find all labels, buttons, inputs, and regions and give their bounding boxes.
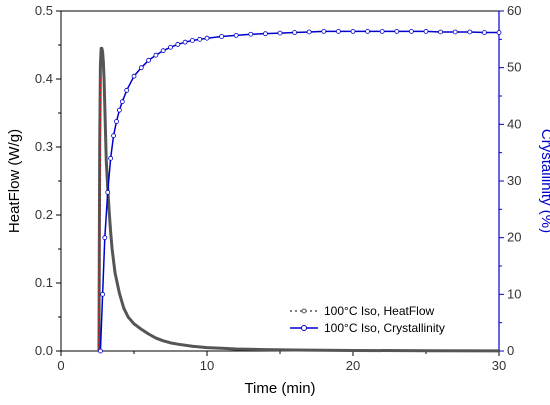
x-tick-label: 30 <box>492 358 506 373</box>
y2-tick-label: 50 <box>507 60 521 75</box>
onset-marker-line <box>98 78 101 352</box>
data-point-crystallinity <box>131 73 137 79</box>
x-tick-label: 0 <box>57 358 64 373</box>
y2-tick-label: 20 <box>507 230 521 245</box>
data-point-crystallinity <box>98 348 103 354</box>
y-tick-label: 0.3 <box>35 139 53 154</box>
data-point-crystallinity <box>452 29 458 35</box>
y-tick-label: 0.5 <box>35 3 53 18</box>
data-point-crystallinity <box>189 38 195 43</box>
data-point-crystallinity <box>124 87 130 93</box>
data-point-crystallinity <box>394 28 400 34</box>
data-point-crystallinity <box>146 57 152 63</box>
y2-tick-label: 30 <box>507 173 521 188</box>
x-tick-label: 20 <box>346 358 360 373</box>
y-axis-title-left: HeatFlow (W/g) <box>6 129 23 233</box>
series-layer <box>97 28 502 354</box>
data-point-crystallinity <box>219 34 225 39</box>
data-point-crystallinity <box>306 29 312 35</box>
data-point-crystallinity <box>111 133 116 139</box>
y-axis-title-right: Crystallinity (%) <box>538 129 550 233</box>
data-point-crystallinity <box>438 29 444 35</box>
data-point-crystallinity <box>204 35 210 41</box>
y-tick-label: 0.0 <box>35 343 53 358</box>
y-tick-label: 0.2 <box>35 207 53 222</box>
data-point-crystallinity <box>182 39 188 45</box>
y-tick-label: 0.1 <box>35 275 53 290</box>
legend-entry-crystallinity: 100°C Iso, Crystallinity <box>290 321 445 335</box>
data-point-crystallinity <box>292 30 298 35</box>
data-point-crystallinity <box>175 42 181 47</box>
y2-tick-label: 0 <box>507 343 514 358</box>
data-point-crystallinity <box>496 30 502 35</box>
y-ticks-right: 0 10 20 30 40 50 60 <box>499 3 521 358</box>
y-tick-label: 0.4 <box>35 71 53 86</box>
data-point-crystallinity <box>248 31 254 37</box>
legend-label-crystallinity: 100°C Iso, Crystallinity <box>324 321 445 335</box>
data-point-crystallinity <box>481 30 487 35</box>
data-point-crystallinity <box>153 52 159 58</box>
data-point-crystallinity <box>100 291 106 297</box>
data-point-crystallinity <box>335 28 341 34</box>
legend-entry-heatflow: 100°C Iso, HeatFlow <box>290 304 435 318</box>
data-point-crystallinity <box>114 119 119 124</box>
data-point-crystallinity <box>197 36 203 42</box>
series-line-heatflow <box>97 46 500 353</box>
y-ticks-left: 0.0 0.1 0.2 0.3 0.4 0.5 <box>35 3 61 358</box>
legend-marker-crystallinity <box>301 325 307 331</box>
data-point-crystallinity <box>117 107 122 113</box>
data-point-crystallinity <box>379 28 385 34</box>
y2-tick-label: 10 <box>507 286 521 301</box>
data-point-crystallinity <box>102 235 108 241</box>
data-point-crystallinity <box>105 189 111 195</box>
data-point-crystallinity <box>350 28 356 34</box>
data-point-crystallinity <box>108 155 114 161</box>
y2-tick-label: 40 <box>507 116 521 131</box>
data-point-crystallinity <box>423 28 429 34</box>
data-point-crystallinity <box>408 28 414 34</box>
x-axis-title: Time (min) <box>244 380 315 397</box>
x-ticks: 0 10 20 30 <box>57 351 506 373</box>
data-point-crystallinity <box>119 99 125 105</box>
data-point-crystallinity <box>168 44 173 50</box>
data-point-crystallinity <box>138 65 144 71</box>
data-point-crystallinity <box>467 29 473 35</box>
legend-marker-heatflow <box>301 308 307 314</box>
data-point-crystallinity <box>233 32 239 38</box>
data-point-crystallinity <box>160 48 166 54</box>
data-point-crystallinity <box>277 30 283 36</box>
data-point-crystallinity <box>321 28 327 34</box>
data-point-crystallinity <box>365 28 371 34</box>
data-point-crystallinity <box>262 31 268 37</box>
legend-label-heatflow: 100°C Iso, HeatFlow <box>324 304 435 318</box>
y2-tick-label: 60 <box>507 3 521 18</box>
x-tick-label: 10 <box>200 358 214 373</box>
legend: 100°C Iso, HeatFlow 100°C Iso, Crystalli… <box>290 304 445 335</box>
